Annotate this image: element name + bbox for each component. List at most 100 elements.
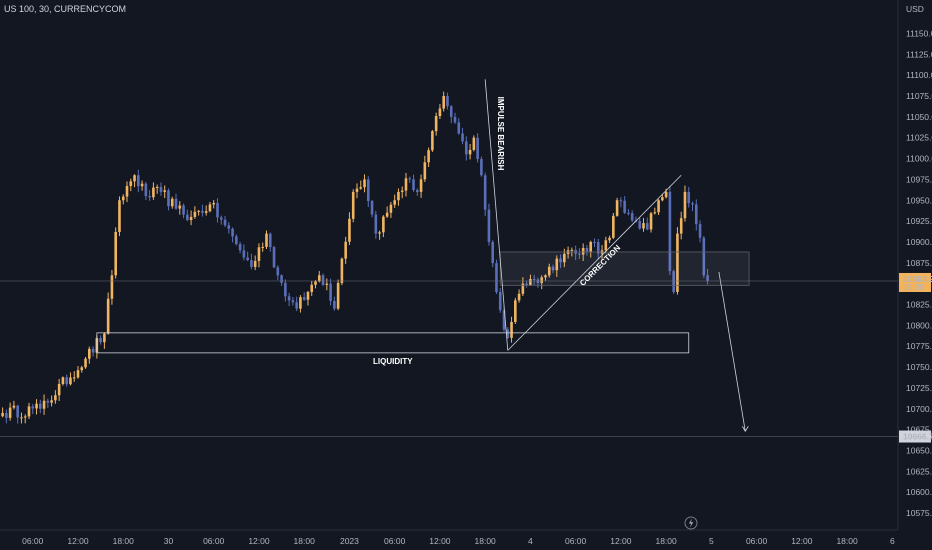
candle-body — [163, 190, 167, 192]
impulse-label: IMPULSE BEARISH — [496, 97, 505, 171]
x-tick-label: 6 — [890, 536, 895, 546]
candle-body — [359, 187, 363, 189]
candle-body — [46, 400, 50, 403]
candle-body — [129, 181, 133, 187]
last-price-countdown: 15:28 — [903, 282, 925, 292]
candle-body — [385, 212, 389, 217]
candle-body — [547, 266, 551, 276]
candle-body — [419, 179, 423, 192]
candle-body — [351, 191, 355, 219]
candle-body — [137, 175, 140, 187]
candle-body — [167, 190, 170, 207]
candle-body — [397, 191, 400, 201]
candle-body — [423, 162, 427, 180]
candle-body — [612, 215, 615, 238]
candle-body — [12, 405, 16, 408]
candle-body — [148, 196, 151, 198]
candle-body — [238, 244, 242, 251]
candle-body — [39, 403, 42, 409]
candle-body — [370, 201, 374, 215]
x-tick-label: 06:00 — [565, 536, 587, 546]
candle-body — [427, 150, 430, 163]
y-tick-label: 10625.0 — [906, 466, 932, 476]
candle-body — [593, 241, 596, 243]
candle-body — [118, 200, 121, 232]
candle-body — [615, 200, 619, 216]
candle-body — [189, 216, 193, 221]
candle-body — [204, 211, 208, 213]
candle-body — [276, 267, 280, 276]
candle-body — [80, 367, 84, 371]
x-tick-label: 18:00 — [294, 536, 316, 546]
candle-body — [333, 300, 336, 309]
candle-body — [216, 203, 219, 218]
x-tick-label: 18:00 — [113, 536, 135, 546]
x-tick-label: 12:00 — [67, 536, 89, 546]
candle-body — [61, 377, 65, 384]
lightning-icon-ring — [684, 516, 698, 530]
candle-body — [340, 258, 344, 283]
y-tick-label: 10750.0 — [906, 362, 932, 372]
candle-body — [404, 178, 408, 191]
candle-body — [540, 277, 544, 283]
candle-body — [235, 236, 238, 245]
candle-body — [476, 137, 479, 160]
candle-body — [382, 216, 385, 233]
candle-body — [608, 237, 611, 241]
candle-body — [348, 218, 351, 242]
y-tick-label: 11050.0 — [906, 112, 932, 122]
candle-body — [99, 338, 102, 343]
candle-body — [578, 253, 581, 255]
candle-body — [114, 231, 117, 276]
candle-body — [5, 412, 8, 418]
candle-body — [193, 211, 197, 217]
y-tick-label: 10950.0 — [906, 195, 932, 205]
candle-body — [306, 291, 310, 300]
candle-body — [412, 179, 415, 190]
candle-body — [287, 296, 291, 301]
candle-body — [310, 284, 314, 292]
candle-body — [461, 133, 464, 142]
supply-zone — [499, 251, 750, 286]
candle-body — [106, 298, 110, 334]
candles — [1, 91, 709, 424]
candle-body — [140, 183, 144, 187]
candle-body — [178, 205, 182, 209]
candle-body — [257, 247, 261, 261]
lightning-icon-bolt — [689, 518, 694, 528]
candle-body — [321, 275, 325, 285]
candle-body — [529, 278, 532, 285]
candle-body — [35, 403, 38, 409]
projection-line — [718, 271, 746, 432]
candle-body — [502, 310, 506, 330]
candle-body — [672, 271, 675, 292]
candle-body — [8, 407, 12, 418]
candle-body — [344, 241, 347, 259]
candle-body — [366, 179, 370, 202]
candle-body — [31, 406, 35, 409]
y-tick-label: 10925.0 — [906, 216, 932, 226]
candle-body — [182, 205, 185, 215]
candle-body — [295, 302, 298, 309]
candle-body — [253, 260, 257, 267]
candle-body — [76, 370, 80, 378]
candle-body — [480, 159, 483, 176]
candle-body — [393, 200, 396, 205]
candle-body — [698, 224, 702, 238]
lightning-icon[interactable] — [684, 516, 698, 530]
candle-body — [446, 96, 449, 107]
candle-body — [201, 210, 204, 213]
y-tick-label: 10875.0 — [906, 258, 932, 268]
candle-body — [27, 406, 31, 417]
y-tick-label: 10825.0 — [906, 300, 932, 310]
candle-body — [521, 283, 525, 294]
y-tick-label: 11075.0 — [906, 91, 932, 101]
candle-body — [555, 258, 559, 271]
candle-body — [589, 241, 593, 252]
candle-body — [453, 116, 457, 123]
candle-body — [630, 213, 634, 221]
x-tick-label: 12:00 — [248, 536, 270, 546]
y-tick-label: 11100.0 — [906, 70, 932, 80]
candle-body — [227, 225, 231, 229]
